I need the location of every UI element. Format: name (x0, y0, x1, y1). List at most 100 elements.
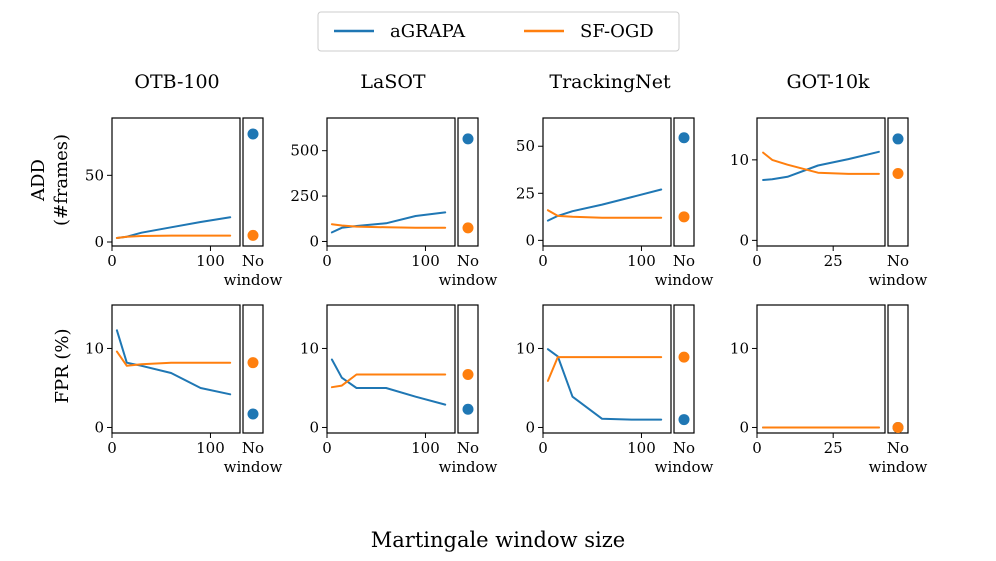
row-label-fpr: FPR (%) (52, 328, 73, 403)
panel-trackingnet-fpr-line-agrapa (546, 348, 663, 421)
panel-got-10k-add-no-window-point-sf-ogd (892, 168, 904, 180)
svg-text:(#frames): (#frames) (51, 134, 72, 226)
panel-got-10k-add-line-agrapa (762, 150, 880, 181)
panel-got-10k-fpr-xtick-label: 25 (824, 439, 843, 457)
panel-trackingnet-fpr-xtick-label: 100 (627, 439, 656, 457)
panel-otb-100-add-frame (111, 117, 241, 247)
panel-otb-100-add-no-window-label-2: window (224, 271, 283, 289)
panel-otb-100-add-ytick-label: 50 (85, 166, 104, 184)
panel-trackingnet-add-no-window-point-sf-ogd (678, 211, 690, 223)
panel-lasot-add-line-agrapa (330, 211, 447, 234)
panel-trackingnet-add-ytick-label: 0 (525, 231, 535, 249)
panel-otb-100-fpr-line-sf-ogd (115, 350, 232, 367)
panel-otb-100-fpr-frame (111, 304, 241, 434)
panel-lasot-fpr-xtick-label: 0 (322, 439, 332, 457)
panel-got-10k-add-line-sf-ogd (762, 151, 880, 175)
panel-got-10k-add-ytick-label: 10 (730, 151, 749, 169)
svg-text:FPR (%): FPR (%) (52, 328, 73, 403)
panel-trackingnet-add-line-sf-ogd (546, 209, 663, 219)
panel-lasot-fpr-no-window-point-sf-ogd (462, 369, 474, 381)
panel-trackingnet-fpr-no-window-point-agrapa (678, 414, 690, 426)
panel-lasot-add-no-window-frame (457, 117, 479, 247)
panel-otb-100-add-no-window-frame (242, 117, 264, 247)
panel-otb-100-fpr-ytick-label: 10 (85, 339, 104, 357)
panel-got-10k-add-no-window-point-agrapa (892, 133, 904, 145)
panel-trackingnet-add-no-window-label-1: No (673, 252, 695, 270)
panel-trackingnet-fpr-no-window-point-sf-ogd (678, 351, 690, 363)
panel-trackingnet-fpr-no-window-frame (673, 304, 695, 434)
panel-got-10k-add-frame (756, 117, 886, 247)
panel-got-10k-add-no-window-frame (887, 117, 909, 247)
legend-label-sf-ogd: SF-OGD (580, 21, 654, 42)
panel-trackingnet-fpr-no-window-label-1: No (673, 439, 695, 457)
panel-got-10k-add-no-window-label-1: No (887, 252, 909, 270)
panel-trackingnet-fpr-line-sf-ogd (546, 356, 663, 382)
panel-got-10k-fpr-ytick-label: 10 (730, 339, 749, 357)
column-title-otb-100: OTB-100 (134, 71, 219, 93)
x-axis-label: Martingale window size (371, 528, 625, 552)
panel-otb-100-add-xtick-label: 0 (107, 252, 117, 270)
row-label-add: ADD (28, 159, 49, 202)
panel-got-10k-add-xtick-label: 0 (752, 252, 762, 270)
panel-trackingnet-add-no-window-frame (673, 117, 695, 247)
panel-otb-100-add-line-sf-ogd (115, 234, 232, 239)
panel-got-10k-fpr-frame (756, 304, 886, 434)
panel-trackingnet-add-no-window-point-agrapa (678, 132, 690, 144)
panel-got-10k-add-xtick-label: 25 (824, 252, 843, 270)
svg-text:ADD: ADD (28, 159, 49, 202)
panel-trackingnet-add-xtick-label: 0 (538, 252, 548, 270)
panel-got-10k-fpr-no-window-label-1: No (887, 439, 909, 457)
panel-otb-100-fpr-no-window-frame (242, 304, 264, 434)
panel-trackingnet-fpr-xtick-label: 0 (538, 439, 548, 457)
panel-got-10k-fpr-no-window-frame (887, 304, 909, 434)
panel-otb-100-add-no-window-label-1: No (242, 252, 264, 270)
panel-trackingnet-fpr-ytick-label: 0 (525, 418, 535, 436)
panel-otb-100-add-no-window-point-agrapa (247, 128, 259, 140)
panel-otb-100-fpr-ytick-label: 0 (94, 418, 104, 436)
panel-otb-100-fpr-no-window-point-sf-ogd (247, 357, 259, 369)
panel-lasot-add-no-window-point-sf-ogd (462, 222, 474, 234)
panel-trackingnet-add-line-agrapa (546, 188, 663, 222)
panel-otb-100-add-xtick-label: 100 (196, 252, 225, 270)
panel-lasot-fpr-no-window-label-1: No (457, 439, 479, 457)
panel-otb-100-fpr-no-window-label-2: window (224, 458, 283, 476)
panel-otb-100-add-ytick-label: 0 (94, 233, 104, 251)
panel-trackingnet-add-ytick-label: 25 (516, 184, 535, 202)
panel-otb-100-fpr-line-agrapa (115, 329, 232, 396)
panel-lasot-fpr-ytick-label: 0 (309, 418, 319, 436)
panel-lasot-fpr-line-sf-ogd (330, 373, 447, 389)
panel-lasot-add-frame (326, 117, 456, 247)
panel-otb-100-add-no-window-point-sf-ogd (247, 229, 259, 241)
panel-lasot-add-no-window-label-1: No (457, 252, 479, 270)
panel-lasot-add-xtick-label: 100 (411, 252, 440, 270)
panel-trackingnet-add-no-window-label-2: window (655, 271, 714, 289)
panel-lasot-fpr-frame (326, 304, 456, 434)
panel-trackingnet-fpr-no-window-label-2: window (655, 458, 714, 476)
panel-lasot-fpr-xtick-label: 100 (411, 439, 440, 457)
panel-got-10k-fpr-no-window-label-2: window (869, 458, 928, 476)
panel-got-10k-fpr-xtick-label: 0 (752, 439, 762, 457)
legend-frame (317, 11, 680, 52)
panel-lasot-add-ytick-label: 0 (309, 232, 319, 250)
panel-lasot-add-ytick-label: 250 (290, 187, 319, 205)
panel-otb-100-fpr-xtick-label: 100 (196, 439, 225, 457)
legend: aGRAPA SF-OGD (317, 11, 680, 52)
panel-otb-100-fpr-no-window-point-agrapa (247, 408, 259, 420)
panel-trackingnet-add-ytick-label: 50 (516, 137, 535, 155)
panel-trackingnet-add-frame (542, 117, 672, 247)
panel-lasot-add-xtick-label: 0 (322, 252, 332, 270)
panel-lasot-add-no-window-label-2: window (439, 271, 498, 289)
panel-trackingnet-fpr-frame (542, 304, 672, 434)
row-label-add-unit: (#frames) (51, 134, 72, 226)
column-title-lasot: LaSOT (360, 71, 426, 93)
